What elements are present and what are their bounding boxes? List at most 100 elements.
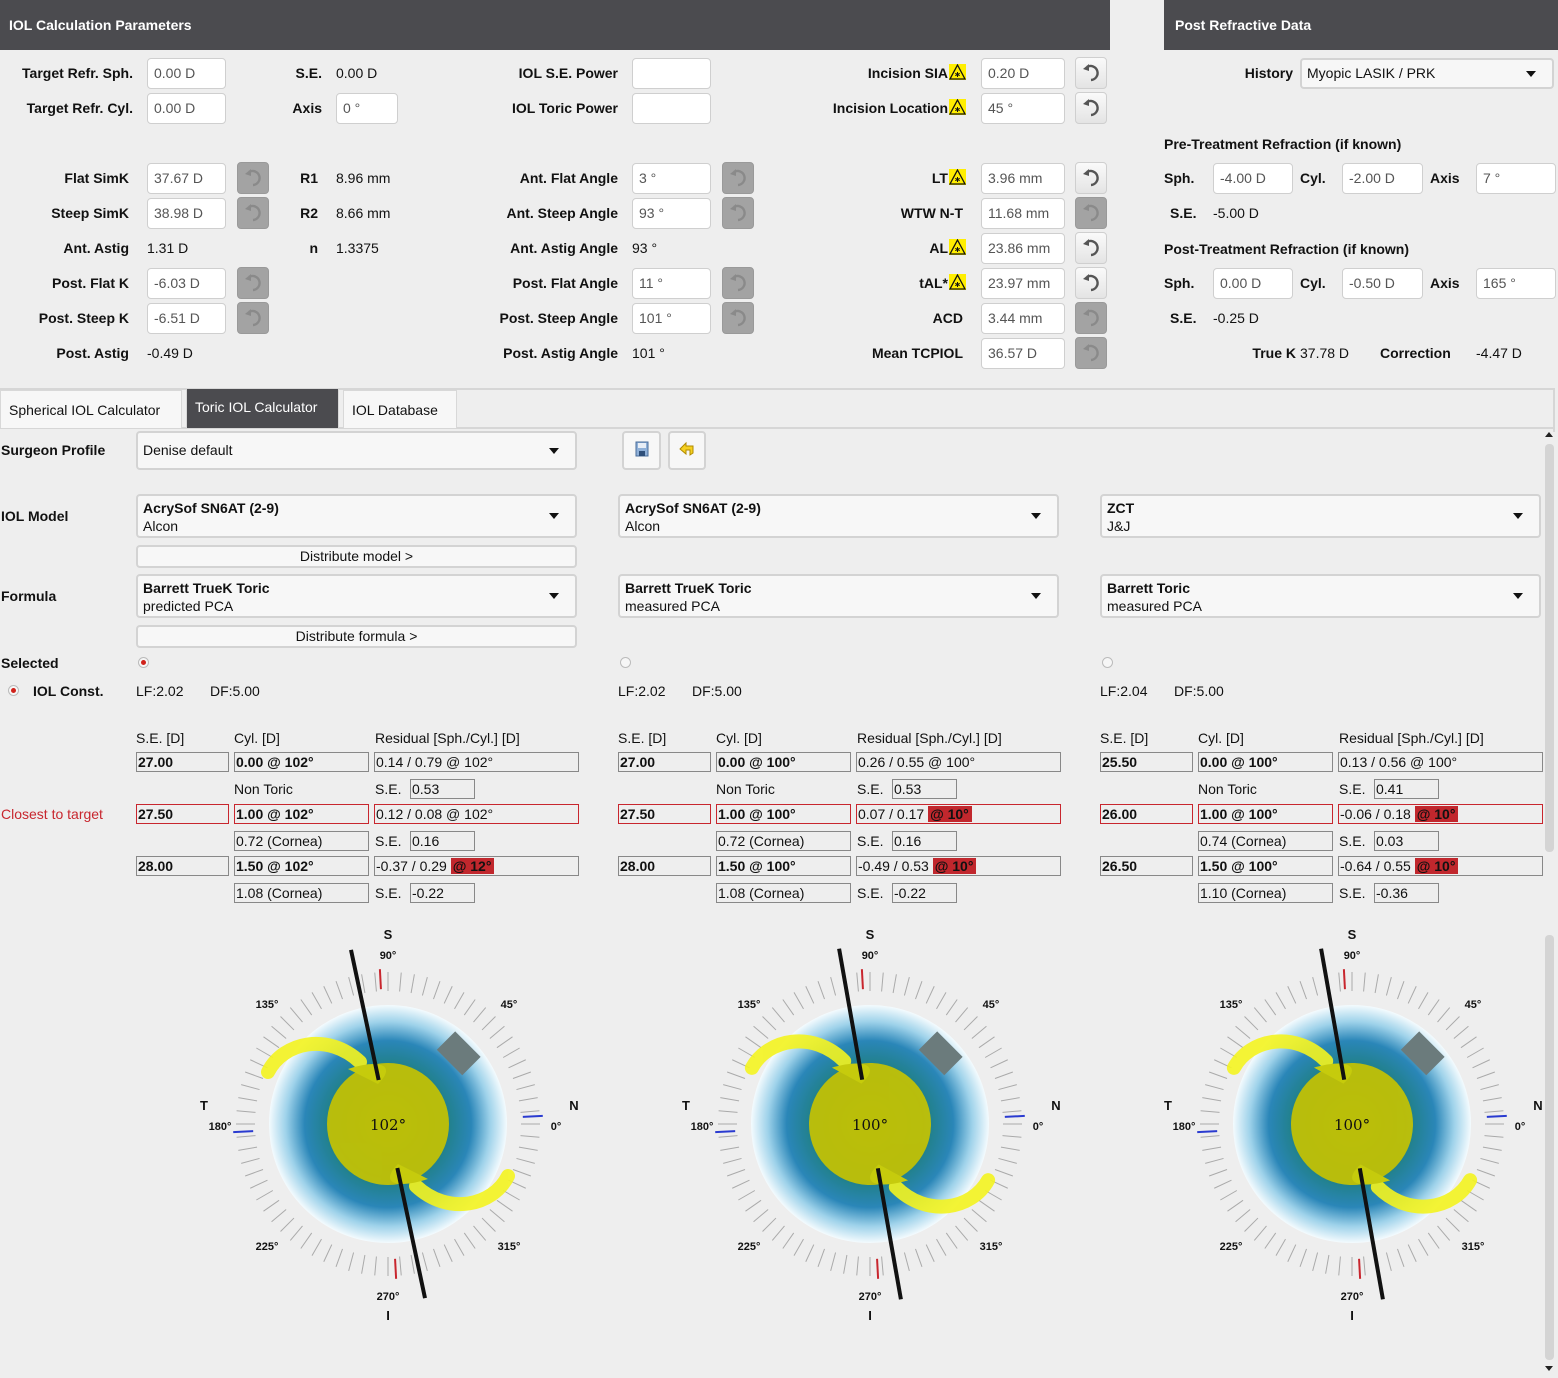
undo-icon (243, 307, 263, 330)
target-refr-sph-input[interactable]: 0.00 D (147, 58, 226, 89)
steep-simk-input[interactable]: 38.98 D (147, 198, 226, 229)
post-steep-k-input[interactable]: -6.51 D (147, 303, 226, 334)
scale-tick (963, 1016, 978, 1031)
selected-radio[interactable] (1102, 657, 1113, 668)
iol-power-cell[interactable]: 27.00 (136, 752, 229, 772)
tal-input[interactable]: 23.97 mm (981, 268, 1065, 299)
selected-radio[interactable] (620, 657, 631, 668)
pre-sph-input[interactable]: -4.00 D (1213, 163, 1293, 194)
distribute-formula-button[interactable]: Distribute formula > (136, 625, 577, 648)
cylinder-cell[interactable]: 1.00 @ 100° (1198, 804, 1333, 824)
steep-simk-reset-button[interactable] (237, 197, 269, 229)
mean-tcpiol-input[interactable]: 36.57 D (981, 338, 1065, 369)
selected-radio[interactable] (138, 657, 149, 668)
post-flat-k-reset-button[interactable] (237, 267, 269, 299)
scale-tick (1338, 972, 1341, 992)
axis-input[interactable]: 0 ° (336, 93, 398, 124)
iol-toric-power-input[interactable] (632, 93, 711, 124)
formula-dropdown[interactable]: Barrett TrueK Toric measured PCA (618, 574, 1059, 618)
flat-simk-input[interactable]: 37.67 D (147, 163, 226, 194)
post-flat-angle-input[interactable]: 11 ° (632, 268, 711, 299)
cylinder-cell[interactable]: 1.50 @ 102° (234, 856, 369, 876)
iol-power-cell[interactable]: 26.00 (1100, 804, 1193, 824)
cylinder-cell[interactable]: 1.00 @ 100° (716, 804, 851, 824)
ant-steep-angle-reset-button[interactable] (722, 197, 754, 229)
iol-model-dropdown[interactable]: AcrySof SN6AT (2-9) Alcon (618, 494, 1059, 538)
cylinder-cell[interactable]: 1.00 @ 102° (234, 804, 369, 824)
history-dropdown[interactable]: Myopic LASIK / PRK (1300, 58, 1554, 89)
iol-model-dropdown[interactable]: AcrySof SN6AT (2-9) Alcon (136, 494, 577, 538)
lt-reset-button[interactable] (1075, 162, 1107, 194)
scale-tick (1476, 1169, 1496, 1177)
iol-power-cell[interactable]: 28.00 (618, 856, 711, 876)
scroll-down-arrow-icon[interactable] (1545, 1366, 1553, 1371)
residual-cell: -0.06 / 0.18 @ 10° (1338, 804, 1543, 824)
chevron-down-icon (1031, 593, 1041, 599)
iol-model-dropdown[interactable]: ZCT J&J (1100, 494, 1541, 538)
post-sph-input[interactable]: 0.00 D (1213, 268, 1293, 299)
cylinder-cell[interactable]: 0.00 @ 100° (1198, 752, 1333, 772)
scale-tick (1445, 1016, 1460, 1031)
scroll-up-arrow-icon[interactable] (1545, 432, 1553, 437)
cylinder-cell[interactable]: 0.00 @ 102° (234, 752, 369, 772)
residual-value: -0.49 / 0.53 (858, 858, 929, 874)
post-steep-k-reset-button[interactable] (237, 302, 269, 334)
flat-simk-reset-button[interactable] (237, 162, 269, 194)
ant-steep-angle-input[interactable]: 93 ° (632, 198, 711, 229)
post-steep-angle-input[interactable]: 101 ° (632, 303, 711, 334)
tab-iol-database[interactable]: IOL Database (343, 390, 457, 428)
mean-tcpiol-reset-button[interactable] (1075, 337, 1107, 369)
distribute-model-button[interactable]: Distribute model > (136, 545, 577, 568)
incision-sia-reset-button[interactable] (1075, 57, 1107, 89)
post-cyl-input[interactable]: -0.50 D (1342, 268, 1423, 299)
cylinder-cell[interactable]: 1.50 @ 100° (716, 856, 851, 876)
post-flat-angle-reset-button[interactable] (722, 267, 754, 299)
scale-tick (421, 1252, 428, 1271)
scale-tick (518, 1097, 538, 1102)
restore-profile-button[interactable] (668, 431, 706, 470)
post-axis-input[interactable]: 165 ° (1476, 268, 1556, 299)
surgeon-profile-dropdown[interactable]: Denise default (136, 431, 577, 470)
scale-tick (1227, 1036, 1244, 1049)
iol-power-cell[interactable]: 27.00 (618, 752, 711, 772)
scrollbar-thumb-lower[interactable] (1545, 935, 1554, 1360)
post-flat-k-input[interactable]: -6.03 D (147, 268, 226, 299)
formula-dropdown[interactable]: Barrett TrueK Toric predicted PCA (136, 574, 577, 618)
iol-power-cell[interactable]: 28.00 (136, 856, 229, 876)
iol-power-cell[interactable]: 25.50 (1100, 752, 1193, 772)
wtw-input[interactable]: 11.68 mm (981, 198, 1065, 229)
incision-location-input[interactable]: 45 ° (981, 93, 1065, 124)
ant-flat-angle-input[interactable]: 3 ° (632, 163, 711, 194)
save-profile-button[interactable] (622, 431, 661, 470)
scale-tick (1200, 1135, 1220, 1138)
tab-spherical-iol-calculator[interactable]: Spherical IOL Calculator (0, 390, 182, 428)
al-input[interactable]: 23.86 mm (981, 233, 1065, 264)
cylinder-cell[interactable]: 1.50 @ 100° (1198, 856, 1333, 876)
scrollbar-thumb[interactable] (1545, 444, 1554, 852)
tab-toric-iol-calculator[interactable]: Toric IOL Calculator (186, 388, 339, 428)
incision-sia-input[interactable]: 0.20 D (981, 58, 1065, 89)
scale-tick (323, 1244, 333, 1262)
target-refr-cyl-input[interactable]: 0.00 D (147, 93, 226, 124)
iol-power-cell[interactable]: 26.50 (1100, 856, 1193, 876)
wtw-reset-button[interactable] (1075, 197, 1107, 229)
post-steep-angle-reset-button[interactable] (722, 302, 754, 334)
residual-se-cell: 0.41 (1374, 779, 1439, 799)
pre-axis-input[interactable]: 7 ° (1476, 163, 1556, 194)
iol-power-cell[interactable]: 27.50 (136, 804, 229, 824)
ant-astig-label-text: Ant. Astig (63, 240, 129, 256)
al-reset-button[interactable] (1075, 232, 1107, 264)
cylinder-cell[interactable]: 0.00 @ 100° (716, 752, 851, 772)
formula-dropdown[interactable]: Barrett Toric measured PCA (1100, 574, 1541, 618)
iol-power-cell[interactable]: 27.50 (618, 804, 711, 824)
acd-input[interactable]: 3.44 mm (981, 303, 1065, 334)
iol-se-power-input[interactable] (632, 58, 711, 89)
iol-const-radio[interactable] (8, 685, 19, 696)
lt-input[interactable]: 3.96 mm (981, 163, 1065, 194)
tal-reset-button[interactable] (1075, 267, 1107, 299)
pre-cyl-input[interactable]: -2.00 D (1342, 163, 1423, 194)
ant-flat-angle-reset-button[interactable] (722, 162, 754, 194)
scale-tick (1227, 1199, 1244, 1212)
incision-location-reset-button[interactable] (1075, 92, 1107, 124)
acd-reset-button[interactable] (1075, 302, 1107, 334)
